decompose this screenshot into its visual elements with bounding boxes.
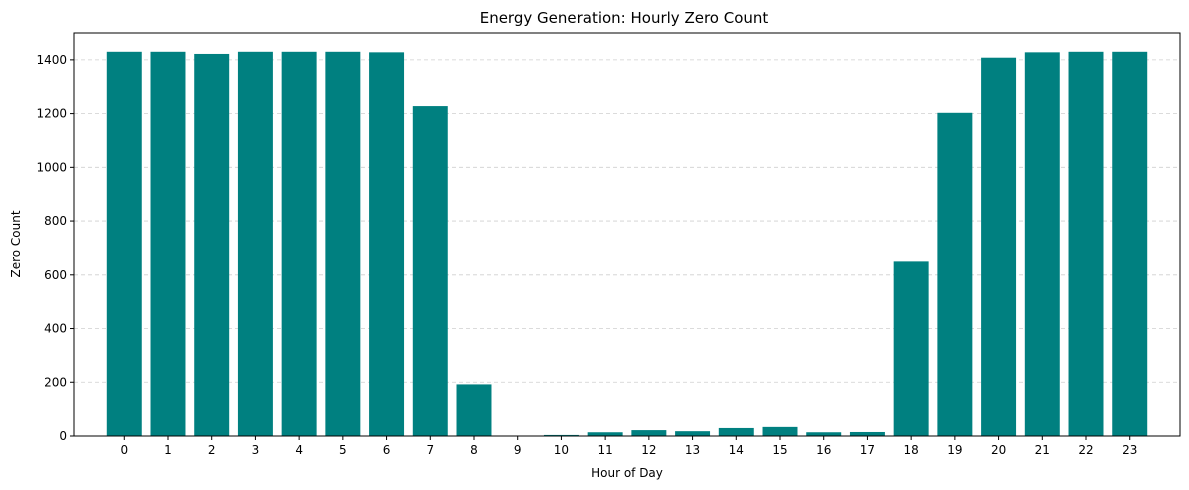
x-tick-label: 20 (991, 443, 1006, 457)
x-tick-label: 14 (729, 443, 744, 457)
bar (325, 51, 361, 436)
x-tick-label: 12 (641, 443, 656, 457)
bar (806, 432, 842, 436)
bar (106, 51, 142, 436)
bar (675, 431, 711, 436)
x-tick-label: 7 (426, 443, 434, 457)
x-tick-label: 1 (164, 443, 172, 457)
x-tick-label: 3 (252, 443, 260, 457)
x-tick-label: 8 (470, 443, 478, 457)
bar (1112, 51, 1148, 436)
bar (150, 51, 186, 436)
x-tick-label: 13 (685, 443, 700, 457)
x-tick-label: 23 (1122, 443, 1137, 457)
x-tick-label: 16 (816, 443, 831, 457)
x-tick-label: 0 (120, 443, 128, 457)
y-tick-label: 800 (44, 214, 67, 228)
x-tick-label: 21 (1035, 443, 1050, 457)
y-tick-label: 400 (44, 322, 67, 336)
y-tick-label: 1000 (36, 160, 67, 174)
bar (587, 432, 623, 436)
x-tick-label: 4 (295, 443, 303, 457)
bar (1024, 52, 1060, 437)
y-tick-label: 200 (44, 375, 67, 389)
x-tick-label: 17 (860, 443, 875, 457)
y-tick-label: 1200 (36, 107, 67, 121)
x-tick-label: 11 (598, 443, 613, 457)
x-tick-label: 22 (1078, 443, 1093, 457)
x-tick-label: 18 (904, 443, 919, 457)
y-tick-label: 1400 (36, 53, 67, 67)
y-tick-label: 600 (44, 268, 67, 282)
bar (543, 434, 579, 436)
bars (106, 51, 1148, 437)
x-tick-label: 15 (772, 443, 787, 457)
bar (456, 384, 492, 436)
x-tick-label: 19 (947, 443, 962, 457)
bar (631, 430, 667, 436)
bar (981, 57, 1017, 436)
bar (237, 51, 273, 436)
bar (281, 51, 317, 436)
chart-title: Energy Generation: Hourly Zero Count (480, 9, 769, 27)
x-tick-label: 2 (208, 443, 216, 457)
x-tick-label: 5 (339, 443, 347, 457)
x-tick-label: 9 (514, 443, 522, 457)
x-tick-label: 10 (554, 443, 569, 457)
x-tick-label: 6 (383, 443, 391, 457)
bar (412, 106, 448, 436)
bar (194, 53, 230, 437)
bar (893, 261, 929, 436)
y-axis-label: Zero Count (9, 210, 23, 277)
bar (1068, 51, 1104, 436)
bar (369, 52, 405, 437)
bar (762, 426, 798, 436)
x-axis-label: Hour of Day (591, 466, 663, 480)
bar (937, 112, 973, 436)
bar (849, 431, 885, 436)
y-tick-label: 0 (59, 429, 67, 443)
bar (718, 427, 754, 436)
plot-frame (73, 32, 1181, 437)
